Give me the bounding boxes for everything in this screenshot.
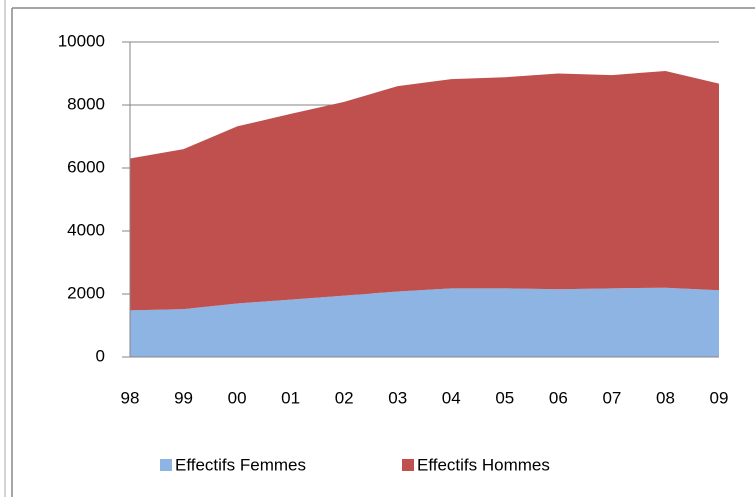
y-tick-label: 10000	[58, 31, 105, 50]
y-tick-label: 8000	[67, 94, 105, 113]
x-tick-label: 07	[602, 388, 621, 407]
y-tick-label: 0	[96, 346, 105, 365]
x-tick-label: 99	[174, 388, 193, 407]
legend-label: Effectifs Femmes	[175, 455, 306, 474]
legend-label: Effectifs Hommes	[417, 455, 550, 474]
x-tick-label: 03	[388, 388, 407, 407]
x-tick-label: 09	[710, 388, 729, 407]
area	[130, 70, 719, 311]
x-tick-label: 06	[549, 388, 568, 407]
x-tick-label: 05	[495, 388, 514, 407]
x-tick-label: 08	[656, 388, 675, 407]
y-tick-label: 2000	[67, 283, 105, 302]
x-tick-label: 04	[442, 388, 461, 407]
x-tick-label: 00	[228, 388, 247, 407]
y-tick-label: 6000	[67, 157, 105, 176]
y-tick-label: 4000	[67, 220, 105, 239]
x-tick-label: 98	[121, 388, 140, 407]
legend-swatch	[160, 459, 172, 471]
x-tick-label: 02	[335, 388, 354, 407]
legend-swatch	[402, 459, 414, 471]
area	[130, 287, 719, 357]
x-tick-label: 01	[281, 388, 300, 407]
